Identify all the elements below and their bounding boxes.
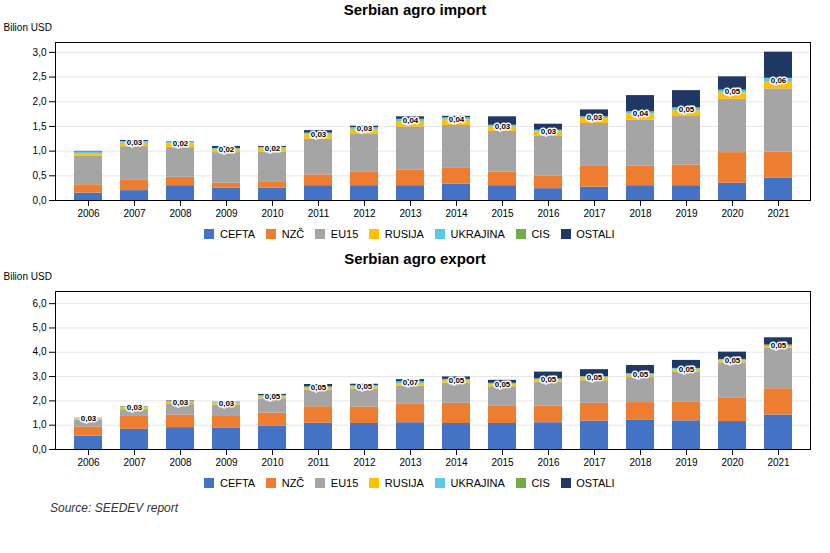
svg-text:0,03: 0,03 — [173, 398, 189, 407]
svg-text:2016: 2016 — [537, 208, 560, 219]
svg-text:2,5: 2,5 — [33, 71, 47, 82]
svg-text:0,05: 0,05 — [633, 370, 649, 379]
svg-text:6,0: 6,0 — [33, 298, 47, 309]
svg-text:3,0: 3,0 — [33, 47, 47, 58]
svg-text:2013: 2013 — [399, 457, 422, 468]
svg-text:2007: 2007 — [123, 457, 146, 468]
svg-text:2016: 2016 — [537, 457, 560, 468]
html-text:CIS: CIS — [531, 477, 550, 490]
svg-text:0,05: 0,05 — [679, 365, 695, 374]
svg-text:2015: 2015 — [491, 457, 514, 468]
html-text:EU15: EU15 — [330, 228, 359, 241]
html-text:Serbian agro import: Serbian agro import — [343, 1, 487, 18]
svg-text:0,02: 0,02 — [173, 139, 189, 148]
svg-text:0,04: 0,04 — [633, 109, 649, 118]
svg-text:2018: 2018 — [629, 457, 652, 468]
html-text:CEFTA: CEFTA — [220, 477, 256, 490]
svg-text:2010: 2010 — [261, 457, 284, 468]
svg-text:0,03: 0,03 — [495, 122, 511, 131]
svg-text:0,02: 0,02 — [265, 144, 281, 153]
svg-text:2011: 2011 — [308, 457, 330, 468]
svg-text:0,05: 0,05 — [265, 392, 281, 401]
svg-text:2021: 2021 — [767, 457, 790, 468]
svg-text:0,0: 0,0 — [33, 444, 47, 455]
svg-text:0,05: 0,05 — [725, 87, 741, 96]
svg-text:Bilion USD: Bilion USD — [4, 22, 52, 33]
svg-text:0,05: 0,05 — [679, 105, 695, 114]
svg-text:2012: 2012 — [353, 208, 376, 219]
html-text:RUSIJA: RUSIJA — [384, 228, 424, 241]
html-text:CIS: CIS — [531, 228, 550, 241]
svg-text:Bilion USD: Bilion USD — [4, 271, 52, 282]
svg-text:0,0: 0,0 — [33, 195, 47, 206]
svg-text:1,0: 1,0 — [33, 419, 47, 430]
html-text:Serbian agro export: Serbian agro export — [344, 250, 486, 267]
svg-text:2013: 2013 — [399, 208, 422, 219]
svg-text:0,05: 0,05 — [725, 356, 741, 365]
svg-text:2009: 2009 — [215, 457, 238, 468]
svg-text:2017: 2017 — [583, 208, 606, 219]
svg-text:0,06: 0,06 — [771, 76, 787, 85]
svg-text:0,5: 0,5 — [33, 170, 47, 181]
svg-text:2021: 2021 — [767, 208, 790, 219]
svg-text:2006: 2006 — [77, 457, 100, 468]
svg-text:2,0: 2,0 — [33, 395, 47, 406]
svg-text:0,05: 0,05 — [449, 376, 465, 385]
svg-text:0,03: 0,03 — [127, 403, 143, 412]
html-text:NZČ: NZČ — [281, 477, 305, 490]
svg-text:2007: 2007 — [123, 208, 146, 219]
svg-text:0,03: 0,03 — [357, 124, 373, 133]
html-text:CEFTA: CEFTA — [220, 228, 256, 241]
svg-text:0,05: 0,05 — [541, 375, 557, 384]
svg-text:0,05: 0,05 — [587, 373, 603, 382]
svg-text:0,04: 0,04 — [403, 116, 419, 125]
svg-text:2012: 2012 — [353, 457, 376, 468]
svg-text:2,0: 2,0 — [33, 96, 47, 107]
svg-text:0,03: 0,03 — [219, 399, 235, 408]
svg-text:2014: 2014 — [445, 208, 468, 219]
svg-text:2011: 2011 — [308, 208, 330, 219]
svg-text:2017: 2017 — [583, 457, 606, 468]
svg-text:0,05: 0,05 — [771, 341, 787, 350]
html-text:OSTALI: OSTALI — [576, 477, 615, 490]
svg-text:2008: 2008 — [169, 457, 192, 468]
html-text:NZČ: NZČ — [281, 228, 305, 241]
svg-text:0,04: 0,04 — [449, 115, 465, 124]
svg-text:0,03: 0,03 — [311, 130, 327, 139]
svg-text:5,0: 5,0 — [33, 322, 47, 333]
svg-text:0,05: 0,05 — [357, 382, 373, 391]
svg-text:1,0: 1,0 — [33, 145, 47, 156]
svg-text:3,0: 3,0 — [33, 371, 47, 382]
svg-text:0,07: 0,07 — [403, 378, 419, 387]
svg-text:0,03: 0,03 — [127, 138, 143, 147]
svg-text:2010: 2010 — [261, 208, 284, 219]
svg-text:0,02: 0,02 — [219, 145, 235, 154]
svg-text:0,03: 0,03 — [81, 414, 97, 423]
svg-text:2009: 2009 — [215, 208, 238, 219]
svg-text:2019: 2019 — [675, 457, 698, 468]
html-text:RUSIJA: RUSIJA — [384, 477, 424, 490]
svg-text:2006: 2006 — [77, 208, 100, 219]
svg-text:2015: 2015 — [491, 208, 514, 219]
svg-text:0,03: 0,03 — [587, 113, 603, 122]
svg-text:1,5: 1,5 — [33, 121, 47, 132]
svg-text:2014: 2014 — [445, 457, 468, 468]
svg-text:0,05: 0,05 — [311, 383, 327, 392]
html-text:UKRAJINA: UKRAJINA — [450, 228, 505, 241]
svg-text:4,0: 4,0 — [33, 346, 47, 357]
svg-text:2020: 2020 — [721, 208, 744, 219]
html-text:OSTALI: OSTALI — [576, 228, 615, 241]
html-text:Source: SEEDEV report: Source: SEEDEV report — [50, 501, 179, 515]
svg-text:2019: 2019 — [675, 208, 698, 219]
html-text:UKRAJINA: UKRAJINA — [450, 477, 505, 490]
svg-text:0,05: 0,05 — [495, 380, 511, 389]
svg-text:2008: 2008 — [169, 208, 192, 219]
svg-text:0,03: 0,03 — [541, 127, 557, 136]
html-text:EU15: EU15 — [330, 477, 359, 490]
svg-text:2018: 2018 — [629, 208, 652, 219]
svg-text:2020: 2020 — [721, 457, 744, 468]
